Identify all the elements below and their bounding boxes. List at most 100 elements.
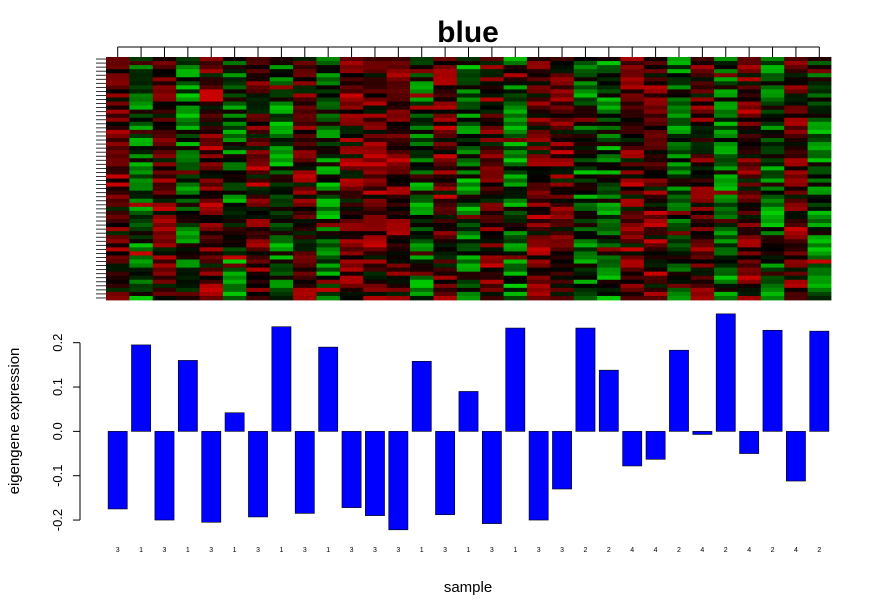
heatmap-cell [807,105,832,111]
heatmap-cell [597,271,621,277]
heatmap-cell [573,61,598,66]
heatmap-cell [784,97,809,102]
heatmap-cell [246,174,271,179]
heatmap-cell [410,275,434,281]
heatmap-cell [129,182,154,187]
heatmap-cell [550,113,575,119]
heatmap-cell [433,251,458,256]
heatmap-cell [222,255,247,260]
heatmap-cell [550,166,575,171]
heatmap-cell [269,113,294,119]
heatmap-cell [690,275,715,281]
heatmap-cell [316,219,341,224]
heatmap-cell [129,73,154,78]
heatmap-cell [106,121,130,127]
heatmap-cell [152,105,177,111]
heatmap-cell [503,61,528,66]
heatmap-cell [526,275,551,281]
heatmap-cell [480,283,504,289]
heatmap-cell [386,142,411,147]
heatmap-cell [526,117,551,123]
heatmap-cell [386,295,411,301]
heatmap-cell [269,121,294,127]
heatmap-cell [667,146,692,151]
heatmap-cell [480,275,504,281]
heatmap-cell [386,243,411,248]
heatmap-cell [807,182,832,187]
heatmap-cell [386,150,411,155]
heatmap-cell [620,291,645,297]
heatmap-cell [737,271,762,277]
heatmap-cell [690,57,715,62]
heatmap-cell [339,105,364,111]
heatmap-cell [667,202,692,208]
heatmap-cell [480,105,504,111]
heatmap-cell [573,287,598,293]
heatmap-cell [597,263,621,268]
heatmap-cell [246,61,271,66]
heatmap-cell [269,117,294,123]
heatmap-cell [410,73,434,78]
heatmap-cell [503,227,528,232]
heatmap-cell [176,81,200,86]
heatmap-cell [456,287,481,293]
heatmap-cell [152,117,177,123]
heatmap-cell [737,133,762,139]
heatmap-cell [316,57,341,62]
heatmap-cell [106,287,130,293]
heatmap-cell [573,263,598,268]
y-axis-tick-label: -0.2 [50,509,65,531]
heatmap-cell [433,259,458,264]
heatmap-cell [807,214,832,220]
heatmap-cell [106,255,130,260]
heatmap-cell [597,174,621,179]
heatmap-cell [222,178,247,183]
heatmap-cell [199,271,224,277]
heatmap-cell [199,138,224,143]
heatmap-cell [199,186,224,192]
heatmap-cell [316,117,341,123]
heatmap-cell [597,125,621,131]
heatmap-cell [222,287,247,293]
heatmap-cell [573,73,598,78]
heatmap-cell [807,239,832,244]
heatmap-cell [293,251,317,256]
heatmap-cell [550,121,575,127]
heatmap-cell [129,142,154,147]
heatmap-cell [199,125,224,131]
heatmap-cell [807,65,832,70]
heatmap-cell [503,255,528,260]
heatmap-cell [714,105,738,111]
heatmap-cell [222,206,247,212]
heatmap-cell [316,214,341,220]
heatmap-cell [339,247,364,252]
heatmap-cell [620,231,645,236]
heatmap-cell [760,89,785,94]
heatmap-cell [433,158,458,163]
heatmap-cell [293,105,317,111]
heatmap-cell [456,295,481,301]
heatmap-cell [807,210,832,216]
heatmap-cell [106,259,130,264]
heatmap-cell [293,295,317,301]
heatmap-cell [643,89,668,94]
heatmap-cell [784,121,809,127]
heatmap-cell [269,89,294,94]
heatmap-cell [199,129,224,135]
heatmap-cell [246,291,271,297]
heatmap-cell [643,77,668,82]
heatmap-cell [363,198,388,204]
heatmap-cell [714,154,738,159]
heatmap-cell [737,166,762,171]
heatmap-cell [386,283,411,289]
heatmap-cell [784,275,809,281]
heatmap-cell [293,206,317,212]
heatmap-cell [643,291,668,297]
heatmap-cell [597,206,621,212]
heatmap-cell [152,162,177,167]
heatmap-cell [714,158,738,163]
heatmap-cell [293,77,317,82]
heatmap-cell [246,57,271,62]
heatmap-cell [176,267,200,273]
heatmap-cell [269,73,294,78]
